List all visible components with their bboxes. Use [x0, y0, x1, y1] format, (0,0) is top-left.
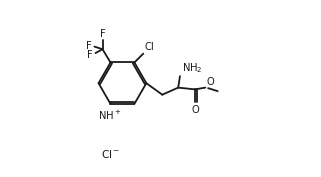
Text: NH$_2$: NH$_2$ — [182, 61, 202, 75]
Text: F: F — [100, 29, 106, 39]
Text: F: F — [86, 41, 91, 51]
Text: O: O — [206, 77, 214, 87]
Text: Cl$^-$: Cl$^-$ — [101, 148, 121, 160]
Text: NH$^+$: NH$^+$ — [98, 109, 121, 122]
Text: O: O — [192, 105, 199, 115]
Text: Cl: Cl — [144, 42, 154, 52]
Text: F: F — [87, 50, 93, 60]
